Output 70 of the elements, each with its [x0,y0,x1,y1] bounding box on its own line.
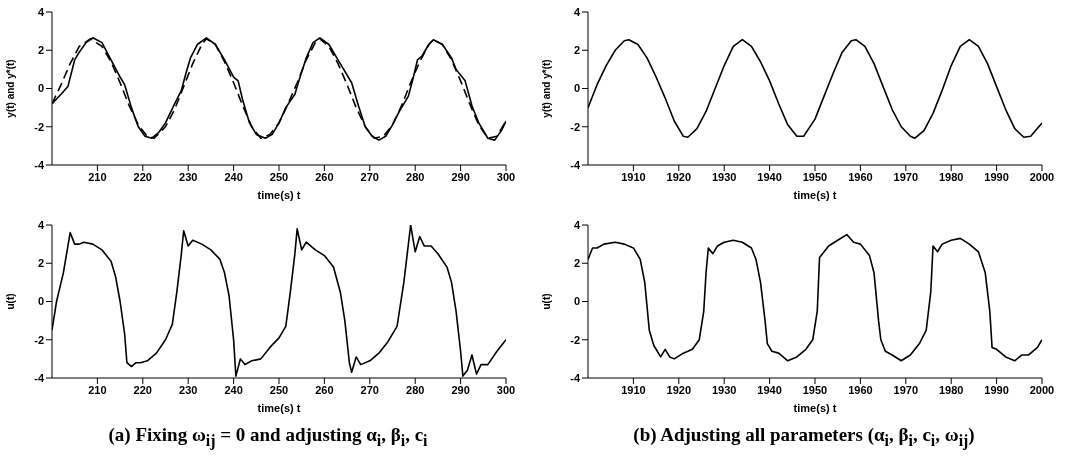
x-tick-label: 1960 [848,170,873,183]
x-tick-label: 250 [269,170,289,183]
x-tick-label: 1940 [757,383,782,396]
x-tick-label: 280 [406,170,425,183]
y-tick-label: -4 [570,158,581,171]
x-tick-label: 1980 [938,383,964,396]
y-tick-label: -4 [34,158,45,171]
x-tick-label: 1980 [938,170,964,183]
x-tick-label: 240 [224,383,243,396]
y-tick-label: -2 [34,120,44,133]
x-tick-label: 1990 [984,383,1009,396]
x-axis-title: time(s) t [793,402,837,414]
x-tick-label: 1960 [848,383,873,396]
x-tick-label: 210 [88,170,107,183]
x-tick-label: 300 [496,170,516,183]
x-tick-label: 1970 [893,383,919,396]
y-tick-label: -2 [570,333,580,346]
x-tick-label: 1930 [711,170,737,183]
x-tick-label: 300 [496,383,516,396]
y-tick-label: 0 [37,295,44,308]
x-tick-label: 1940 [757,170,782,183]
y-axis-title: y(t) and y*(t) [4,59,16,118]
text: (a) Fixing ω$_{ij}$ = 0 and adjusting α$_{i}$, β$_{i}$, c$_{i}$ [107,424,429,450]
y-tick-label: 4 [37,5,45,18]
x-tick-label: 210 [88,383,107,396]
y-tick-label: 2 [573,257,580,270]
y-tick-label: 2 [37,257,44,270]
y-tick-label: 2 [573,44,580,57]
x-tick-label: 1950 [802,383,828,396]
x-tick-label: 1910 [621,383,646,396]
x-tick-label: 1920 [666,170,692,183]
x-tick-label: 290 [451,383,470,396]
x-tick-label: 1910 [621,170,646,183]
y-tick-label: 0 [573,82,580,95]
y-tick-label: 4 [573,218,581,231]
x-tick-label: 2000 [1029,383,1055,396]
x-tick-label: 270 [360,383,379,396]
x-tick-label: 2000 [1029,170,1055,183]
x-tick-label: 290 [451,170,470,183]
y-tick-label: 4 [37,218,45,231]
y-axis-title: u(t) [4,293,16,310]
x-tick-label: 240 [224,170,243,183]
x-tick-label: 250 [269,383,289,396]
x-axis-title: time(s) t [793,189,837,201]
x-tick-label: 1950 [802,170,828,183]
x-tick-label: 1930 [711,383,737,396]
text: (b) Adjusting all parameters (α$_{i}$, β$_{i}$, c$_{i}$, ω$_{ij}$) [633,424,975,449]
y-tick-label: -4 [34,371,45,384]
x-tick-label: 220 [133,170,152,183]
y-axis-title: u(t) [540,293,552,310]
y-tick-label: 0 [573,295,580,308]
y-axis-title: y(t) and y*(t) [540,59,552,118]
x-tick-label: 260 [315,383,334,396]
x-tick-label: 1920 [666,383,692,396]
x-tick-label: 230 [179,383,198,396]
x-axis-title: time(s) t [257,402,301,414]
x-tick-label: 270 [360,170,379,183]
y-tick-label: 4 [573,5,581,18]
x-tick-label: 230 [179,170,198,183]
x-tick-label: 220 [133,383,152,396]
x-tick-label: 260 [315,170,334,183]
y-tick-label: -2 [570,120,580,133]
y-tick-label: -2 [34,333,44,346]
y-tick-label: 0 [37,82,44,95]
y-tick-label: 2 [37,44,44,57]
x-axis-title: time(s) t [257,189,301,201]
x-tick-label: 1990 [984,170,1009,183]
y-tick-label: -4 [570,371,581,384]
x-tick-label: 1970 [893,170,919,183]
x-tick-label: 280 [406,383,425,396]
